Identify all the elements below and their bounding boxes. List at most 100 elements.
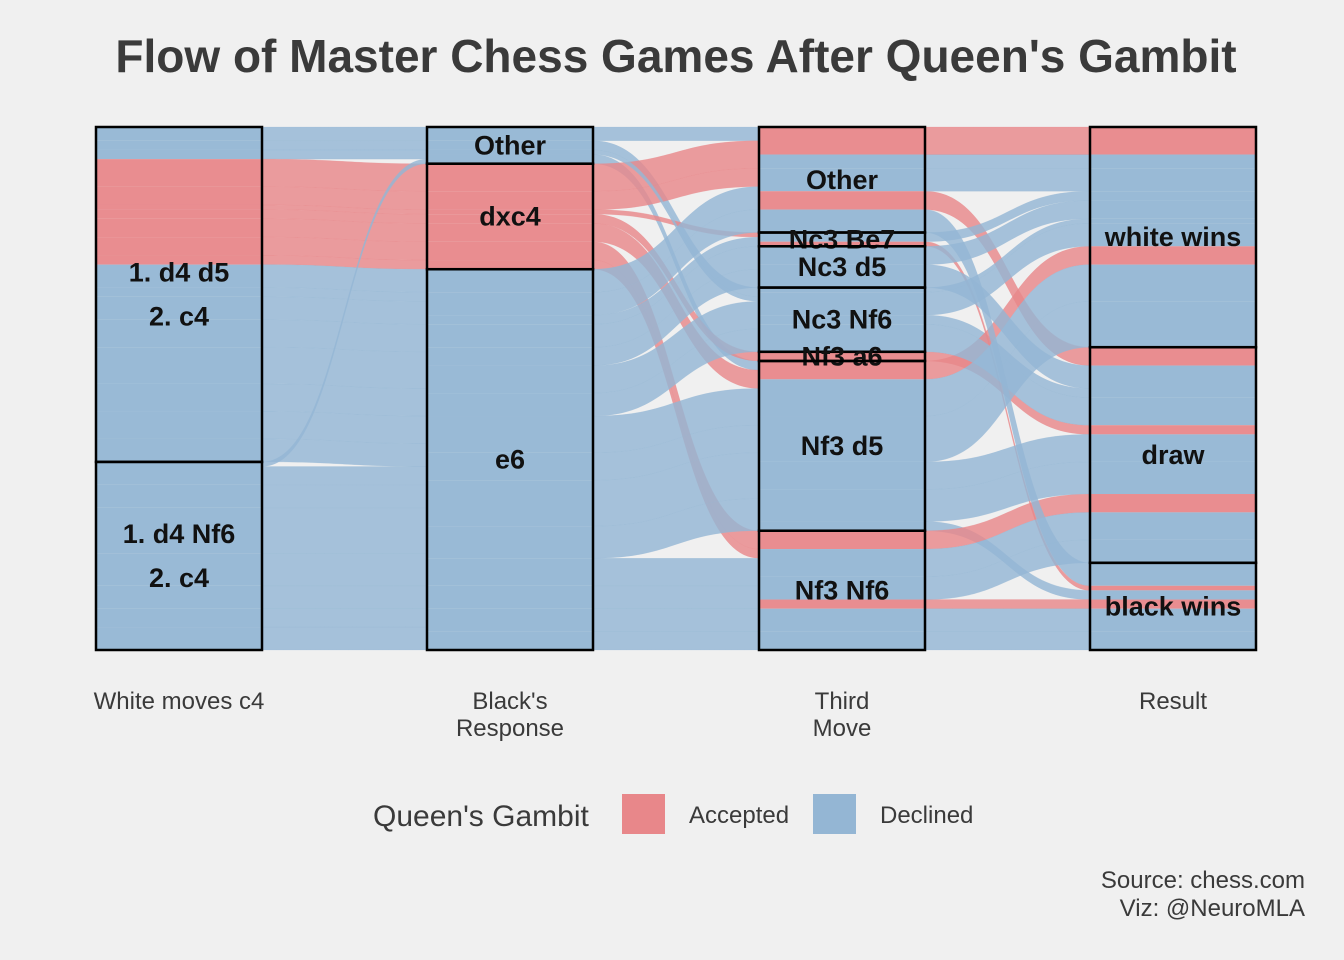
stratum-fill-band bbox=[96, 140, 262, 150]
stratum-fill-band bbox=[427, 393, 593, 417]
flow-ribbon bbox=[261, 149, 428, 160]
flow-ribbon bbox=[924, 168, 1091, 192]
stratum-fill-band bbox=[427, 452, 593, 481]
stratum-fill-band bbox=[1090, 264, 1256, 302]
flow-ribbon bbox=[261, 126, 428, 142]
stratum-fill-band bbox=[96, 186, 262, 205]
stratum-fill-band bbox=[427, 149, 593, 155]
stratum-fill-band bbox=[759, 576, 925, 600]
flow-ribbon bbox=[924, 599, 1091, 609]
stratum-fill-band bbox=[1090, 347, 1256, 366]
stratum-fill-band bbox=[427, 558, 593, 586]
stratum-box bbox=[425, 267, 595, 652]
flow-ribbon bbox=[261, 158, 428, 192]
stratum-fill-band bbox=[759, 489, 925, 522]
flow-ribbon bbox=[261, 319, 428, 353]
stratum-fill-band bbox=[96, 553, 262, 586]
stratum-third-move-nc3-d5: Nc3 d5 bbox=[757, 245, 927, 289]
stratum-black-response-other: Other bbox=[425, 125, 595, 165]
axis-label-third-move: Third bbox=[815, 688, 870, 715]
stratum-label: e6 bbox=[495, 445, 525, 475]
stratum-fill-band bbox=[427, 585, 593, 609]
stratum-third-move-nc3-nf6: Nc3 Nf6 bbox=[757, 286, 927, 354]
stratum-white-moves-1-d4-d5-2-c4: 1. d4 d5 2. c4 bbox=[94, 125, 264, 464]
stratum-label: Nc3 Nf6 bbox=[792, 305, 893, 335]
stratum-fill-band bbox=[96, 507, 262, 554]
caption-line: Source: chess.com bbox=[1101, 867, 1305, 894]
axis-label-black-response: Response bbox=[456, 715, 564, 742]
stratum-fill-band bbox=[427, 223, 593, 242]
flows-layer bbox=[96, 126, 1256, 651]
flow-ribbon bbox=[261, 608, 428, 628]
stratum-fill-band bbox=[1090, 301, 1256, 348]
stratum-fill-band bbox=[427, 241, 593, 261]
chart-title: Flow of Master Chess Games After Queen's… bbox=[115, 30, 1236, 82]
stratum-fill-band bbox=[1090, 461, 1256, 495]
stratum-fill-band bbox=[759, 379, 925, 417]
stratum-fill-band bbox=[96, 438, 262, 462]
stratum-fill-band bbox=[96, 237, 262, 256]
stratum-fill-band bbox=[427, 347, 593, 366]
stratum-label: 2. c4 bbox=[149, 563, 209, 593]
stratum-fill-band bbox=[759, 599, 925, 609]
flow-ribbon bbox=[261, 626, 428, 651]
flow-ribbon bbox=[261, 140, 428, 151]
legend-label-accepted: Accepted bbox=[689, 802, 789, 829]
stratum-third-move-nf3-nf6: Nf3 Nf6 bbox=[757, 529, 927, 652]
flow-ribbon bbox=[924, 154, 1091, 169]
stratum-fill-band bbox=[1090, 631, 1256, 650]
stratum-fill-band bbox=[427, 480, 593, 527]
stratum-fill-band bbox=[759, 168, 925, 192]
legend: Queen's Gambit Accepted Declined bbox=[373, 794, 973, 834]
stratum-fill-band bbox=[427, 214, 593, 224]
stratum-fill-band bbox=[96, 255, 262, 265]
stratum-fill-band bbox=[1090, 365, 1256, 389]
stratum-fill-band bbox=[1090, 127, 1256, 155]
stratum-fill-band bbox=[1090, 590, 1256, 600]
stratum-black-response-dxc4: dxc4 bbox=[425, 162, 595, 271]
stratum-fill-band bbox=[427, 154, 593, 164]
flow-ribbon bbox=[261, 411, 428, 444]
stratum-fill-band bbox=[96, 461, 262, 467]
stratum-fill-band bbox=[1090, 191, 1256, 201]
stratum-fill-band bbox=[427, 140, 593, 150]
stratum-fill-band bbox=[427, 526, 593, 559]
stratum-label: 1. d4 d5 bbox=[129, 257, 230, 287]
stratum-box bbox=[94, 460, 264, 652]
stratum-fill-band bbox=[759, 264, 925, 288]
legend-key-accepted bbox=[622, 794, 665, 834]
flow-ribbon bbox=[592, 631, 760, 651]
stratum-fill-band bbox=[96, 347, 262, 384]
flow-ribbon bbox=[592, 126, 760, 142]
stratum-fill-band bbox=[96, 209, 262, 219]
stratum-fill-band bbox=[427, 269, 593, 293]
stratum-fill-band bbox=[759, 360, 925, 380]
stratum-box bbox=[757, 529, 927, 652]
stratum-fill-band bbox=[1090, 200, 1256, 219]
stratum-fill-band bbox=[1090, 562, 1256, 586]
stratum-white-moves-1-d4-nf6-2-c4: 1. d4 Nf6 2. c4 bbox=[94, 460, 264, 652]
axis-label-white-moves: White moves c4 bbox=[94, 688, 265, 715]
stratum-fill-band bbox=[759, 324, 925, 352]
stratum-fill-band bbox=[96, 484, 262, 508]
stratum-fill-band bbox=[427, 416, 593, 453]
stratum-fill-band bbox=[96, 149, 262, 160]
stratum-fill-band bbox=[1090, 539, 1256, 563]
stratum-label: 1. d4 Nf6 bbox=[123, 519, 236, 549]
flow-ribbon bbox=[924, 631, 1091, 651]
stratum-fill-band bbox=[759, 416, 925, 462]
stratum-label: Nc3 Be7 bbox=[789, 224, 896, 254]
stratum-fill-band bbox=[759, 549, 925, 577]
stratum-result-black-wins: black wins bbox=[1088, 561, 1258, 652]
stratum-fill-band bbox=[1090, 599, 1256, 609]
stratum-fill-band bbox=[759, 315, 925, 325]
flow-ribbon bbox=[261, 383, 428, 417]
strata-layer: 1. d4 d5 2. c4 1. d4 Nf6 2. c4 Other dxc4 e6 Ot… bbox=[94, 125, 1258, 652]
stratum-black-response-e6: e6 bbox=[425, 267, 595, 652]
stratum-fill-band bbox=[759, 292, 925, 316]
flow-ribbon bbox=[261, 346, 428, 389]
stratum-fill-band bbox=[427, 127, 593, 141]
stratum-fill-band bbox=[1090, 608, 1256, 632]
stratum-fill-band bbox=[1090, 512, 1256, 540]
